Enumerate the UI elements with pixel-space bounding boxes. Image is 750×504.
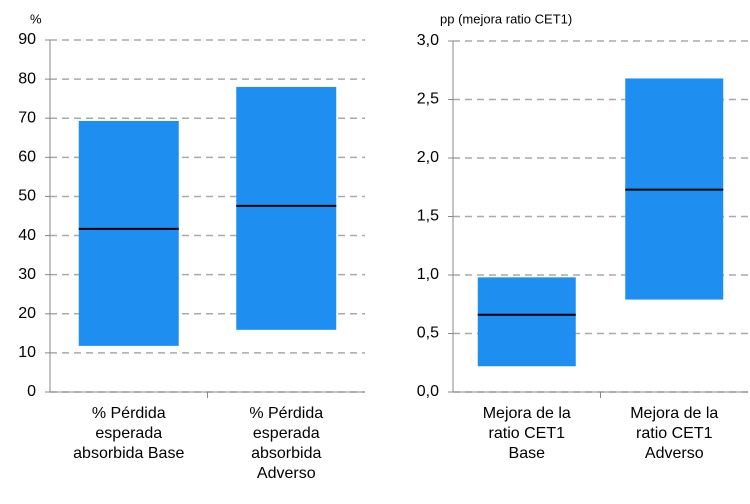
x-tick-label: % Pérdida esperada absorbida Base [73, 405, 185, 462]
y-tick-label: 0,5 [417, 325, 439, 342]
y-tick-label: 2,5 [417, 91, 439, 108]
y-tick-label: 40 [18, 227, 36, 244]
y-tick-label: 50 [18, 188, 36, 205]
y-tick-label: 90 [18, 31, 36, 48]
y-tick-label: 30 [18, 266, 36, 283]
y-tick-label: 1,5 [417, 208, 439, 225]
y-tick-label: 0 [27, 383, 36, 400]
axis-label: pp (mejora ratio CET1) [440, 11, 572, 26]
x-tick-label: Mejora de la ratio CET1 Adverso [630, 405, 719, 462]
y-tick-label: 80 [18, 70, 36, 87]
axis-label: % [30, 11, 42, 26]
x-tick-label: % Pérdida esperada absorbida Adverso [249, 405, 324, 482]
y-tick-label: 2,0 [417, 149, 439, 166]
y-tick-label: 0,0 [417, 383, 439, 400]
y-tick-label: 10 [18, 344, 36, 361]
y-tick-label: 20 [18, 305, 36, 322]
y-tick-label: 1,0 [417, 266, 439, 283]
y-tick-label: 3,0 [417, 32, 439, 49]
range-bar [236, 86, 337, 330]
range-bar [477, 277, 576, 367]
x-tick-label: Mejora de la ratio CET1 Base [482, 405, 571, 462]
range-bar [78, 120, 179, 346]
y-tick-label: 70 [18, 109, 36, 126]
y-tick-label: 60 [18, 149, 36, 166]
